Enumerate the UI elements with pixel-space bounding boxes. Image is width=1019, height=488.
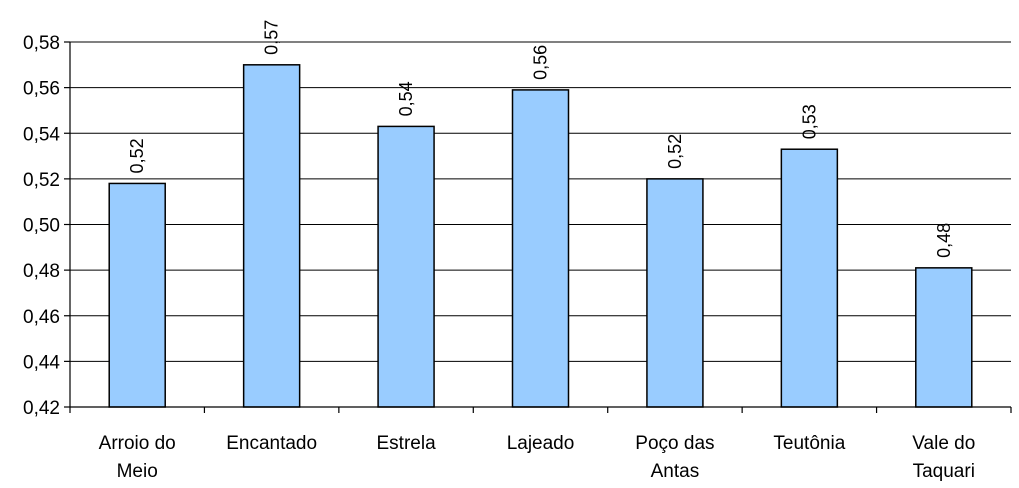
bars — [108, 64, 973, 408]
x-tick-label: Meio — [117, 461, 158, 482]
x-tick-label: Taquari — [913, 461, 975, 482]
data-label: 0,56 — [531, 45, 551, 80]
x-tick-label: Antas — [651, 461, 700, 482]
y-tick-label: 0,46 — [23, 307, 60, 328]
y-tick-label: 0,44 — [23, 352, 60, 373]
bar — [646, 178, 704, 408]
x-tick-label: Vale do — [912, 433, 975, 454]
data-label: 0,53 — [799, 104, 819, 139]
bar — [511, 89, 570, 408]
y-tick-label: 0,52 — [23, 170, 60, 191]
x-tick-labels: Arroio do Meio Encantado Estrela Lajeado Poço… — [99, 433, 976, 482]
x-tick-label: Arroio do — [99, 433, 176, 454]
data-label: 0,52 — [127, 138, 147, 173]
bar — [915, 267, 973, 408]
bar — [780, 148, 839, 408]
data-label: 0,57 — [262, 20, 282, 55]
bar — [242, 64, 301, 408]
bar — [108, 182, 166, 408]
x-tick-label: Lajeado — [507, 433, 575, 454]
y-tick-label: 0,50 — [23, 216, 60, 237]
bar — [377, 125, 435, 408]
data-label: 0,54 — [396, 81, 416, 116]
data-label: 0,52 — [665, 134, 685, 169]
x-tick-label: Poço das — [635, 433, 714, 454]
y-tick-label: 0,42 — [23, 398, 60, 419]
axes — [64, 41, 1012, 413]
x-tick-label: Estrela — [377, 433, 437, 454]
x-tick-label: Teutônia — [773, 433, 845, 454]
data-label: 0,48 — [934, 223, 954, 258]
y-tick-label: 0,54 — [23, 124, 60, 145]
x-tick-label: Encantado — [226, 433, 317, 454]
y-tick-label: 0,48 — [23, 261, 60, 282]
y-tick-labels: 0,42 0,44 0,46 0,48 0,50 0,52 0,54 0,56 0,58 — [23, 33, 60, 419]
y-tick-label: 0,58 — [23, 33, 60, 54]
y-tick-label: 0,56 — [23, 79, 60, 100]
data-labels: 0,52 0,57 0,54 0,56 0,52 0,53 0,48 — [127, 20, 954, 258]
